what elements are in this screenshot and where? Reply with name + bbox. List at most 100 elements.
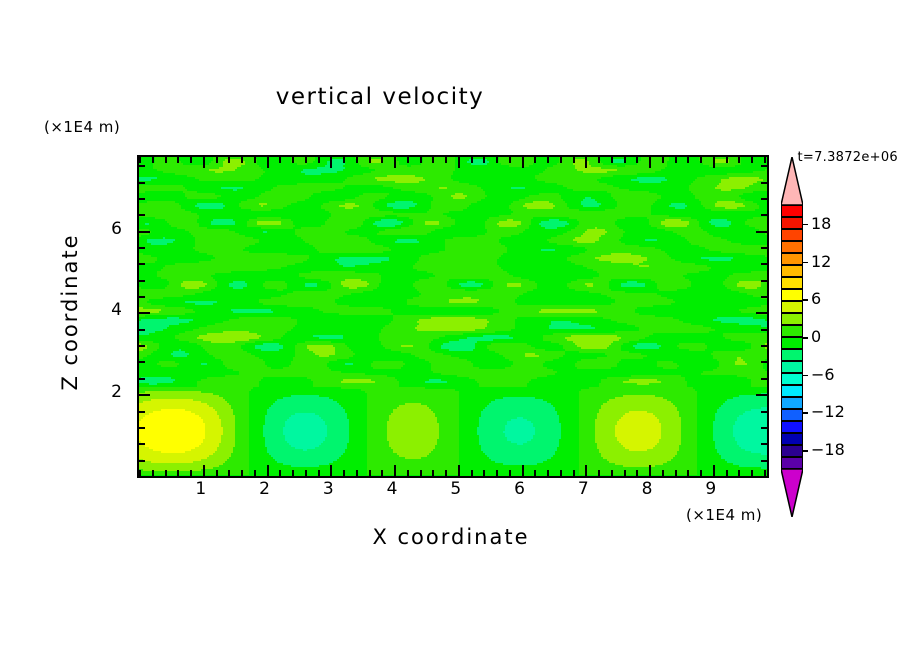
axis-tick xyxy=(761,197,767,200)
axis-tick xyxy=(761,426,767,429)
colorbar-band xyxy=(781,361,803,373)
axis-tick xyxy=(712,157,715,168)
colorbar-band-separator xyxy=(781,228,803,230)
axis-tick xyxy=(304,157,307,163)
timestamp-annotation: t=7.3872e+06 xyxy=(797,150,898,165)
colorbar-band-separator xyxy=(781,348,803,350)
axis-tick xyxy=(763,470,766,476)
y-axis-unit-label: (×1E4 m) xyxy=(44,118,121,136)
axis-tick xyxy=(761,443,767,446)
axis-tick xyxy=(649,157,652,168)
colorbar-tick xyxy=(803,450,808,452)
axis-tick xyxy=(304,470,307,476)
axis-tick xyxy=(725,157,728,163)
colorbar-tick-label: 0 xyxy=(811,327,822,346)
axis-tick xyxy=(139,328,145,331)
colorbar-band-separator xyxy=(781,456,803,458)
axis-tick xyxy=(292,157,294,163)
axis-tick xyxy=(761,296,767,299)
axis-tick xyxy=(139,394,150,397)
axis-tick xyxy=(457,157,460,168)
axis-tick xyxy=(419,157,422,163)
axis-tick xyxy=(241,470,243,476)
axis-tick xyxy=(139,181,145,184)
colorbar-tick xyxy=(803,223,808,226)
colorbar-band xyxy=(781,217,803,229)
colorbar-over-range-cap xyxy=(781,157,803,205)
axis-tick xyxy=(406,157,409,163)
x-tick-label: 8 xyxy=(641,479,653,499)
axis-tick xyxy=(228,157,231,163)
axis-tick xyxy=(761,181,767,184)
axis-tick xyxy=(279,470,282,476)
colorbar-tick-label: 18 xyxy=(811,213,832,233)
colorbar-band-separator xyxy=(781,264,803,266)
colorbar-band xyxy=(781,277,803,289)
axis-tick xyxy=(139,426,145,429)
axis-tick xyxy=(751,157,754,163)
colorbar-tick-label: 12 xyxy=(811,251,832,271)
axis-tick xyxy=(534,157,537,163)
colorbar-band xyxy=(781,385,803,397)
axis-tick xyxy=(761,377,767,380)
axis-tick xyxy=(139,296,145,299)
colorbar-band-separator xyxy=(781,360,803,362)
colorbar-band-separator xyxy=(781,312,803,314)
axis-tick xyxy=(139,157,141,163)
axis-tick xyxy=(521,157,524,168)
axis-tick xyxy=(139,361,145,364)
axis-tick xyxy=(674,470,677,476)
axis-tick xyxy=(355,470,358,476)
axis-tick xyxy=(330,465,333,476)
colorbar-band xyxy=(781,313,803,325)
axis-tick xyxy=(700,157,703,163)
axis-tick xyxy=(661,470,664,476)
x-tick-label: 4 xyxy=(386,479,398,499)
axis-tick xyxy=(139,197,145,200)
axis-tick xyxy=(394,465,397,476)
axis-tick xyxy=(572,157,575,163)
axis-tick xyxy=(761,410,767,413)
axis-tick xyxy=(266,465,269,476)
colorbar-band-separator xyxy=(781,216,803,218)
axis-tick xyxy=(761,214,767,217)
axis-tick xyxy=(419,470,422,476)
axis-tick xyxy=(470,157,473,163)
axis-tick xyxy=(139,214,145,217)
y-tick-label: 4 xyxy=(111,300,122,321)
axis-tick xyxy=(139,345,145,348)
axis-tick xyxy=(636,470,639,476)
axis-tick xyxy=(761,361,767,364)
colorbar-band xyxy=(781,289,803,301)
colorbar-band-separator xyxy=(781,372,803,374)
colorbar-band-separator xyxy=(781,384,803,386)
colorbar-under-range-cap xyxy=(781,469,803,517)
colorbar-band xyxy=(781,205,803,217)
colorbar-band-separator xyxy=(781,336,803,338)
axis-tick xyxy=(763,157,766,163)
vertical-velocity-field xyxy=(139,157,767,476)
axis-tick xyxy=(756,394,767,397)
axis-tick xyxy=(508,470,511,476)
axis-tick xyxy=(547,470,550,476)
axis-tick xyxy=(761,246,767,249)
axis-tick xyxy=(623,470,626,476)
colorbar-band xyxy=(781,265,803,277)
colorbar-band xyxy=(781,433,803,445)
page-title: vertical velocity xyxy=(275,84,485,110)
axis-tick xyxy=(139,476,145,478)
axis-tick xyxy=(139,459,145,462)
x-tick-label: 6 xyxy=(514,479,525,499)
axis-tick xyxy=(139,165,145,168)
axis-tick xyxy=(761,459,767,462)
axis-tick xyxy=(241,157,243,163)
colorbar-band-separator xyxy=(781,432,803,434)
axis-tick xyxy=(751,470,754,476)
axis-tick xyxy=(381,470,384,476)
colorbar-band-separator xyxy=(781,444,803,446)
axis-tick xyxy=(598,470,601,476)
colorbar: 18 12 6 0 −6 −12 −18 xyxy=(781,157,845,517)
colorbar-tick xyxy=(803,412,808,414)
axis-tick xyxy=(279,157,282,163)
axis-tick xyxy=(343,470,346,476)
